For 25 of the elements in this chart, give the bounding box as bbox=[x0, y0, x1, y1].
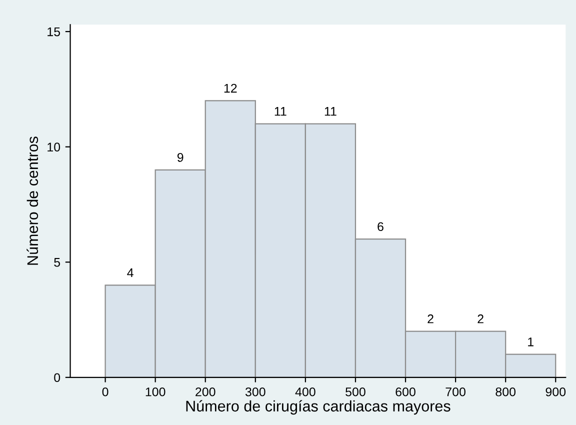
y-tick-label: 5 bbox=[54, 258, 60, 267]
x-tick-label: 0 bbox=[102, 387, 108, 396]
data-label: 11 bbox=[324, 107, 336, 116]
x-tick-label: 100 bbox=[146, 387, 166, 396]
x-tick-label: 900 bbox=[546, 387, 566, 396]
y-tick-label: 15 bbox=[48, 27, 60, 36]
x-tick-label: 500 bbox=[346, 387, 366, 396]
x-tick-label: 200 bbox=[196, 387, 216, 396]
x-tick-label: 300 bbox=[245, 387, 266, 396]
y-tick-label: 10 bbox=[48, 142, 60, 152]
x-tick-label: 600 bbox=[396, 387, 416, 396]
data-label: 6 bbox=[378, 222, 384, 232]
y-axis-title: Número de centros bbox=[26, 136, 38, 265]
x-tick-label: 800 bbox=[496, 387, 516, 396]
x-axis-title: Número de cirugías cardiacas mayores bbox=[186, 400, 450, 415]
data-label: 12 bbox=[224, 84, 237, 93]
y-tick-label: 0 bbox=[54, 373, 60, 382]
data-label: 11 bbox=[274, 107, 286, 116]
data-label: 4 bbox=[127, 268, 134, 278]
data-label: 2 bbox=[428, 314, 434, 324]
x-tick-label: 400 bbox=[295, 387, 316, 396]
data-label: 1 bbox=[528, 338, 534, 346]
data-label: 2 bbox=[478, 314, 484, 324]
x-tick-label: 700 bbox=[446, 387, 466, 396]
data-label: 9 bbox=[177, 153, 184, 162]
